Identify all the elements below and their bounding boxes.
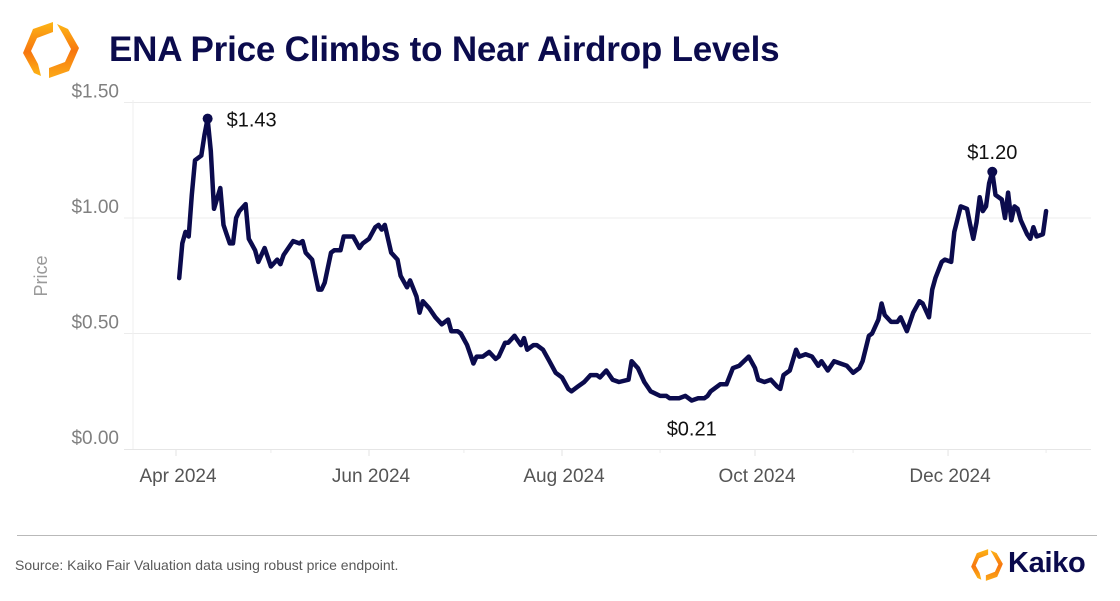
x-tick-label: Oct 2024 — [718, 466, 796, 487]
y-tick-label: $1.00 — [71, 197, 119, 218]
annotation-marker — [202, 113, 213, 124]
annotation-marker — [987, 166, 998, 177]
y-tick-label: $1.50 — [71, 82, 119, 103]
footer-divider — [17, 535, 1097, 536]
logo-right-half — [985, 550, 1003, 581]
kaiko-hexagon-logo-icon — [23, 22, 79, 78]
kaiko-hexagon-logo-icon — [971, 549, 1003, 581]
chart-title: ENA Price Climbs to Near Airdrop Levels — [109, 30, 780, 69]
y-tick-label: $0.00 — [71, 428, 119, 449]
x-tick-label: Jun 2024 — [332, 466, 411, 487]
annotations: $1.43 $0.21 $1.20 — [202, 110, 1017, 440]
x-tick-label: Apr 2024 — [139, 466, 217, 487]
brand-name: Kaiko — [1008, 547, 1086, 579]
chart-header: ENA Price Climbs to Near Airdrop Levels — [0, 0, 1120, 100]
annotation-label: $0.21 — [667, 418, 717, 440]
x-tick-label: Dec 2024 — [909, 466, 991, 487]
y-axis-title: Price — [31, 255, 51, 296]
y-axis-tick-labels: $0.00 $0.50 $1.00 $1.50 — [71, 82, 119, 450]
kaiko-brand: Kaiko — [970, 546, 1105, 582]
gridlines — [124, 102, 1091, 334]
annotation-label: $1.43 — [227, 110, 277, 132]
annotation-label: $1.20 — [967, 142, 1017, 164]
x-axis-ticks: Apr 2024 Jun 2024 Aug 2024 Oct 2024 Dec 2024 — [139, 450, 1047, 487]
y-tick-label: $0.50 — [71, 313, 119, 334]
logo-left-half — [23, 22, 53, 76]
x-tick-label: Aug 2024 — [523, 466, 605, 487]
logo-left-half — [971, 549, 989, 580]
series-line-ena-price — [176, 116, 1049, 403]
source-note: Source: Kaiko Fair Valuation data using … — [15, 557, 399, 573]
logo-right-half — [49, 24, 79, 78]
